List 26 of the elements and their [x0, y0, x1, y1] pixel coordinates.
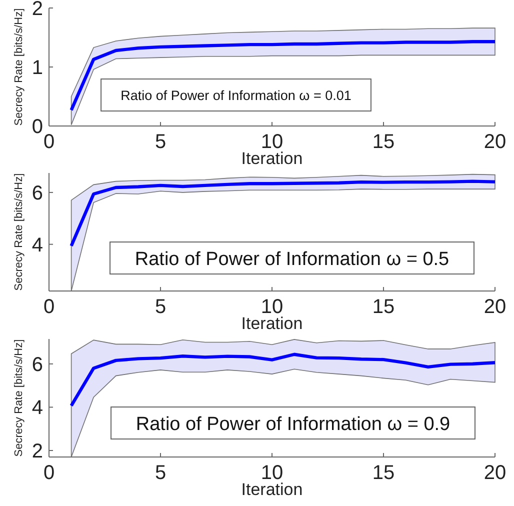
x-tick-label: 5	[154, 462, 166, 484]
x-tick-label: 5	[154, 131, 166, 153]
y-axis-title: Secrecy Rate [bits/s/Hz]	[13, 173, 25, 291]
x-tick-label: 15	[372, 296, 395, 318]
line-series	[70, 352, 497, 408]
y-axis-title: Secrecy Rate [bits/s/Hz]	[13, 339, 25, 457]
x-tick-label: 5	[154, 296, 166, 318]
y-tick-label: 2	[32, 0, 43, 20]
x-tick-label: 15	[372, 462, 395, 484]
y-tick-label: 0	[32, 116, 43, 138]
y-tick-label: 4	[32, 397, 43, 420]
x-tick-label: 20	[484, 462, 506, 484]
y-tick-label: 2	[32, 440, 43, 463]
line-series	[70, 180, 497, 248]
line-series	[70, 40, 497, 112]
y-tick-label: 6	[32, 182, 43, 204]
x-tick-label: 20	[484, 296, 506, 318]
annotation: Ratio of Power of Information ω = 0.5	[134, 248, 450, 270]
y-tick-label: 6	[32, 354, 43, 376]
y-tick-label: 4	[32, 234, 43, 256]
annotation: Ratio of Power of Information ω = 0.9	[136, 414, 450, 435]
x-tick-label: 20	[484, 131, 506, 153]
annotation: Ratio of Power of Information ω = 0.01	[120, 88, 352, 103]
y-axis-title: Secrecy Rate [bits/s/Hz]	[13, 8, 25, 126]
y-tick-label: 1	[32, 57, 43, 79]
x-tick-label: 15	[372, 131, 395, 153]
